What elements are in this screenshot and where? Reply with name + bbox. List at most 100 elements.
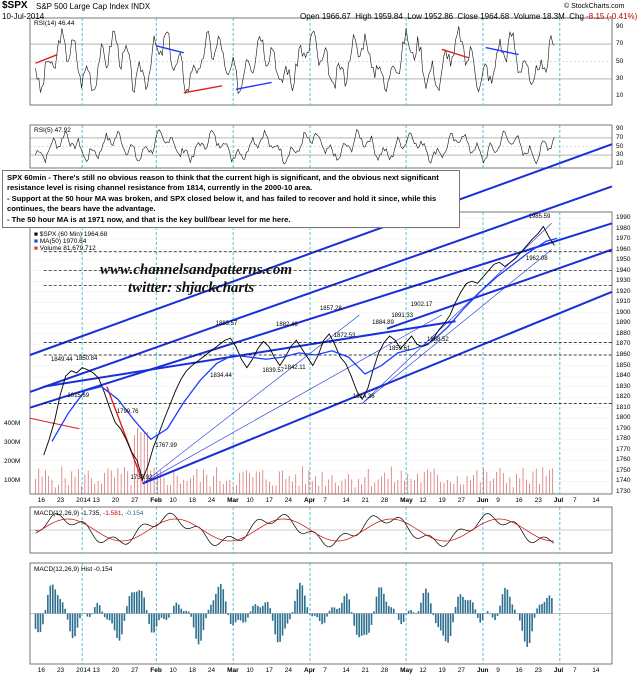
x-axis-tick: 17 <box>265 497 273 504</box>
rsi-tick: 50 <box>616 142 624 150</box>
annotation-line-2: - Support at the 50 hour MA was broken, … <box>7 193 437 214</box>
price-annotation: 1962.08 <box>525 256 548 263</box>
rsi-tick: 90 <box>616 125 624 133</box>
open-value: 1966.67 <box>321 12 351 21</box>
price-tick: 1810 <box>616 403 631 411</box>
x-axis-tick: 10 <box>246 497 254 504</box>
rsi14-value: 46.44 <box>58 20 75 27</box>
x-axis-tick: 2014 <box>76 497 91 504</box>
x-axis-tick: 16 <box>37 497 45 504</box>
rsi5-panel <box>29 124 613 169</box>
x-axis-tick: 24 <box>284 497 293 504</box>
macd-hist-value: -0.154 <box>93 566 113 573</box>
price-annotation: 1985.59 <box>528 213 551 220</box>
price-annotation: 1799.76 <box>116 409 139 416</box>
price-tick: 1900 <box>616 308 631 316</box>
x-axis-tick: 2014 <box>76 667 91 674</box>
rsi-tick: 70 <box>616 133 624 141</box>
price-tick: 1850 <box>616 361 631 369</box>
volume-label: Volume <box>513 12 541 21</box>
fan-line <box>361 249 552 404</box>
price-annotation: 1834.44 <box>210 372 232 379</box>
macd-line <box>35 512 555 548</box>
rsi-tick: 30 <box>616 74 624 82</box>
rsi-divergence-arrow <box>441 48 470 59</box>
price-annotation: 1814.36 <box>352 394 375 401</box>
x-axis-tick: 19 <box>438 497 446 504</box>
x-axis-tick: Feb <box>150 667 162 674</box>
channel-trendline <box>386 248 613 330</box>
close-value: 1964.68 <box>480 12 510 21</box>
x-axis-tick: 17 <box>265 667 273 674</box>
high-value: 1959.84 <box>373 12 403 21</box>
price-tick: 1770 <box>616 445 631 453</box>
volume-tick: 300M <box>4 439 21 446</box>
rsi-line <box>35 128 555 165</box>
price-annotation: 1849.44 <box>50 357 73 364</box>
legend-ma: ■ MA(50) 1970.64 <box>34 238 87 245</box>
chart-title: $SPX <box>2 0 28 11</box>
x-axis-tick: 27 <box>131 497 139 504</box>
close-label: Close <box>457 12 478 21</box>
macd-value-2: -1.581 <box>103 510 122 517</box>
x-axis-tick: Apr <box>304 497 316 504</box>
rsi-tick: 50 <box>616 57 624 65</box>
price-annotation: 1891.33 <box>391 312 414 319</box>
channel-trendline <box>29 143 613 356</box>
price-tick: 1960 <box>616 245 631 253</box>
price-tick: 1940 <box>616 266 631 274</box>
rsi-tick: 30 <box>616 151 624 159</box>
x-axis-tick: 23 <box>56 667 65 674</box>
channel-trendline <box>43 320 456 388</box>
volume-tick: 100M <box>4 477 21 484</box>
x-axis-tick: 14 <box>342 667 350 674</box>
macd-value-3: -0.154 <box>125 510 144 517</box>
x-axis-tick: 14 <box>592 667 600 674</box>
x-axis-tick: 10 <box>169 667 177 674</box>
price-tick: 1730 <box>616 488 631 495</box>
x-axis-tick: 18 <box>188 497 196 504</box>
price-annotation: 1868.52 <box>427 337 449 344</box>
price-annotation: 1859.61 <box>388 346 411 353</box>
x-axis-tick: 28 <box>380 497 389 504</box>
x-axis-tick: 13 <box>92 497 100 504</box>
rsi5-legend: RSI(5) 47.92 <box>34 127 71 134</box>
x-axis-tick: 23 <box>534 497 542 504</box>
red-trendline <box>29 417 80 430</box>
price-annotation: 1884.89 <box>372 319 394 326</box>
x-axis-tick: 23 <box>534 667 542 674</box>
rsi-tick: 10 <box>616 159 624 167</box>
low-value: 1952.86 <box>424 12 454 21</box>
credit: © StockCharts.com <box>564 3 625 10</box>
x-axis-tick: 20 <box>111 667 120 674</box>
x-axis-tick: 7 <box>323 497 327 504</box>
x-axis-tick: Mar <box>227 667 239 674</box>
price-tick: 1870 <box>616 340 631 348</box>
volume-value: 18.3M <box>542 12 565 21</box>
x-axis-tick: 10 <box>169 497 177 504</box>
price-annotation: 1839.57 <box>262 367 285 374</box>
rsi5-label: RSI(5) <box>34 127 53 134</box>
x-axis-tick: 13 <box>92 667 100 674</box>
price-annotation: 1872.53 <box>333 332 356 339</box>
rsi-line <box>35 26 555 95</box>
rsi-divergence-arrow <box>235 81 272 91</box>
x-axis-tick: 27 <box>457 667 465 674</box>
x-axis-tick: 19 <box>438 667 446 674</box>
x-axis-tick: 14 <box>592 497 600 504</box>
price-tick: 1740 <box>616 477 631 485</box>
x-axis-tick: 21 <box>361 497 369 504</box>
price-tick: 1800 <box>616 414 631 422</box>
x-axis-tick: 20 <box>111 497 120 504</box>
x-axis-tick: 24 <box>207 667 216 674</box>
x-axis-tick: 16 <box>37 667 45 674</box>
price-tick: 1970 <box>616 235 631 243</box>
price-tick: 1890 <box>616 319 631 327</box>
rsi-tick: 10 <box>616 92 624 100</box>
annotation-line-1: SPX 60min - There's still no obvious rea… <box>7 173 439 193</box>
x-axis-tick: May <box>400 497 413 504</box>
price-annotation: 1902.17 <box>410 301 433 308</box>
rsi-tick: 70 <box>616 40 624 48</box>
header-stats: Open 1966.67 High 1959.84 Low 1952.86 Cl… <box>300 12 637 21</box>
x-axis-tick: 24 <box>207 497 216 504</box>
